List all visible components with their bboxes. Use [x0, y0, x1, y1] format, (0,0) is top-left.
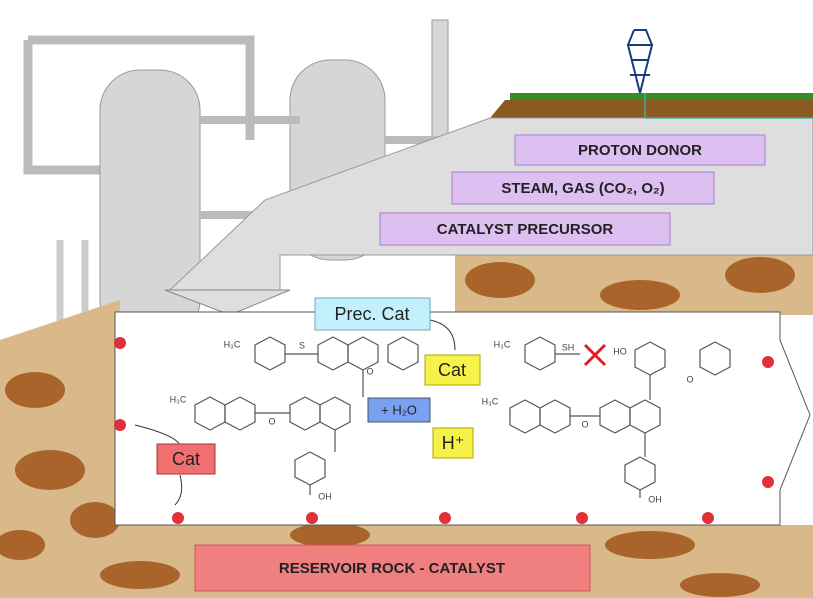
reaction-zone: [115, 312, 810, 525]
atom: OH: [318, 491, 332, 501]
atom: O: [268, 416, 275, 426]
steam-gas: STEAM, GAS (CO₂, O₂): [501, 180, 664, 197]
reservoir: RESERVOIR ROCK - CATALYST: [279, 560, 505, 577]
atom: H₃C: [170, 394, 187, 404]
atom: H₃C: [494, 339, 511, 349]
cat-left: Cat: [172, 449, 200, 469]
atom: O: [581, 419, 588, 429]
prec-cat: Prec. Cat: [334, 304, 409, 324]
diagram: PROTON DONOR STEAM, GAS (CO₂, O₂) CATALY…: [0, 0, 813, 598]
atom: OH: [648, 494, 662, 504]
atom: HO: [613, 346, 627, 356]
atom: H₃C: [224, 339, 241, 349]
atom: SH: [562, 342, 575, 352]
gap: [775, 370, 785, 460]
proton-donor: PROTON DONOR: [578, 142, 702, 159]
grass: [510, 93, 813, 100]
proton: H⁺: [442, 433, 465, 453]
soil: [490, 100, 813, 118]
atom: H₃C: [482, 396, 499, 406]
catalyst-precursor: CATALYST PRECURSOR: [437, 221, 614, 238]
atom: O: [366, 366, 373, 376]
cat-top: Cat: [438, 360, 466, 380]
atom: O: [686, 374, 693, 384]
atom: S: [299, 340, 305, 350]
water: + H₂O: [381, 402, 417, 417]
